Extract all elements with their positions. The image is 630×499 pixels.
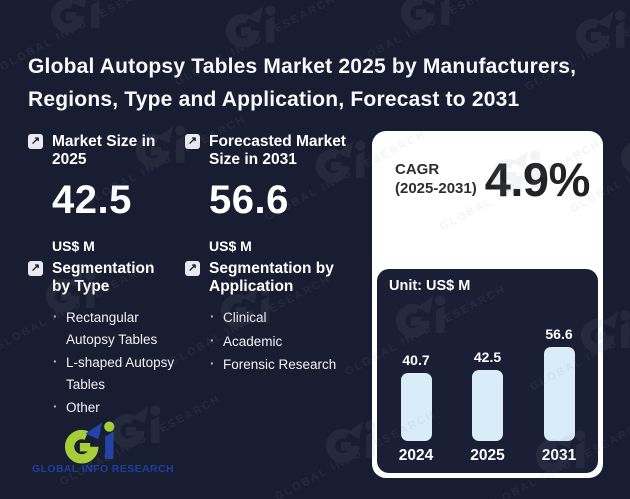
logo-text-research: RESEARCH bbox=[108, 463, 174, 475]
cagr-chart-card: CAGR (2025-2031) 4.9% Unit: US$ M 40.7 2… bbox=[372, 131, 603, 478]
bar-category-label: 2025 bbox=[470, 447, 505, 464]
gi-logo-watermark-icon bbox=[225, 5, 276, 48]
bar-category-label: 2031 bbox=[541, 447, 577, 464]
cagr-labels: CAGR (2025-2031) bbox=[395, 160, 477, 198]
segmentation-by-type: ↗ Segmentation by Type Rectangular Autop… bbox=[28, 260, 185, 421]
bar-value-label: 42.5 bbox=[473, 349, 502, 365]
page-title-line1: Global Autopsy Tables Market 2025 by Man… bbox=[28, 55, 577, 78]
list-item: Clinical bbox=[210, 306, 375, 329]
stat-forecast-2031: ↗ Forecasted Market Size in 2031 56.6 US… bbox=[185, 133, 375, 254]
logo-text-global: GLOBAL bbox=[32, 463, 82, 475]
cagr-value: 4.9% bbox=[484, 153, 591, 206]
gi-logo-icon bbox=[64, 421, 115, 464]
list-item: L-shaped Autopsy Tables bbox=[53, 351, 175, 395]
bar-category-label: 2024 bbox=[398, 447, 434, 464]
cagr-period: (2025-2031) bbox=[395, 180, 477, 197]
stat-label: Forecasted Market Size in 2031 bbox=[209, 133, 346, 168]
stat-value: 42.5 bbox=[52, 178, 132, 222]
segmentation-list: Rectangular Autopsy Tables L-shaped Auto… bbox=[53, 306, 185, 419]
list-item: Other bbox=[53, 396, 175, 419]
stat-market-size-2025: ↗ Market Size in 2025 42.5 US$ M bbox=[28, 133, 185, 254]
arrow-up-right-icon: ↗ bbox=[185, 261, 200, 276]
page-title-line2: Regions, Type and Application, Forecast … bbox=[28, 88, 520, 111]
bar-2031 bbox=[543, 347, 575, 441]
bars-row: 40.7 2024 42.5 2025 56.6 2031 bbox=[377, 326, 598, 465]
gi-logo-watermark-icon bbox=[575, 10, 626, 53]
segmentation-header: ↗ Segmentation by Type bbox=[28, 260, 185, 296]
arrow-up-right-icon: ↗ bbox=[28, 261, 43, 276]
bar-value-label: 56.6 bbox=[545, 326, 573, 342]
gi-logo-watermark-icon bbox=[620, 142, 630, 173]
segmentation-header: ↗ Segmentation by Application bbox=[185, 260, 375, 296]
logo-text-info: INFO bbox=[82, 460, 109, 475]
segmentation-by-application: ↗ Segmentation by Application Clinical A… bbox=[185, 260, 375, 421]
stat-header: ↗ Market Size in 2025 bbox=[28, 133, 185, 169]
cagr-label: CAGR bbox=[395, 161, 440, 178]
segmentation-row: ↗ Segmentation by Type Rectangular Autop… bbox=[28, 260, 375, 421]
stats-row: ↗ Market Size in 2025 42.5 US$ M ↗ Forec… bbox=[28, 133, 375, 254]
global-info-research-logo: GLOBAL INFO RESEARCH bbox=[28, 421, 178, 481]
logo-i-dot-icon bbox=[82, 460, 86, 463]
arrow-up-right-icon: ↗ bbox=[28, 134, 43, 149]
list-item: Rectangular Autopsy Tables bbox=[53, 306, 175, 350]
bar-2024 bbox=[400, 373, 432, 441]
page-title: Global Autopsy Tables Market 2025 by Man… bbox=[28, 50, 608, 116]
gi-logo-watermark-icon bbox=[50, 0, 100, 33]
segmentation-list: Clinical Academic Forensic Research bbox=[210, 306, 375, 376]
bar-chart-panel: Unit: US$ M 40.7 2024 42.5 2025 56.6 203… bbox=[377, 269, 598, 473]
bar-slot-2024: 40.7 2024 bbox=[384, 352, 448, 465]
stat-header: ↗ Forecasted Market Size in 2031 bbox=[185, 133, 375, 169]
bar-slot-2025: 42.5 2025 bbox=[456, 349, 520, 465]
bar-2025 bbox=[472, 370, 503, 441]
arrow-up-right-icon: ↗ bbox=[185, 134, 200, 149]
gi-logo-watermark-icon bbox=[400, 0, 450, 30]
chart-unit-label: Unit: US$ M bbox=[389, 278, 471, 294]
list-item: Forensic Research bbox=[210, 353, 375, 376]
segmentation-title: Segmentation by Type bbox=[52, 260, 155, 295]
bar-slot-2031: 56.6 2031 bbox=[527, 326, 591, 465]
stat-value: 56.6 bbox=[209, 178, 289, 222]
segmentation-title: Segmentation by Application bbox=[209, 260, 334, 295]
stat-label: Market Size in 2025 bbox=[52, 133, 156, 168]
stat-unit: US$ M bbox=[209, 238, 252, 254]
stat-unit: US$ M bbox=[52, 238, 95, 254]
list-item: Academic bbox=[210, 330, 375, 353]
bar-value-label: 40.7 bbox=[402, 352, 430, 368]
cagr-block: CAGR (2025-2031) 4.9% bbox=[372, 131, 603, 207]
logo-text: GLOBAL INFO RESEARCH bbox=[28, 460, 178, 475]
